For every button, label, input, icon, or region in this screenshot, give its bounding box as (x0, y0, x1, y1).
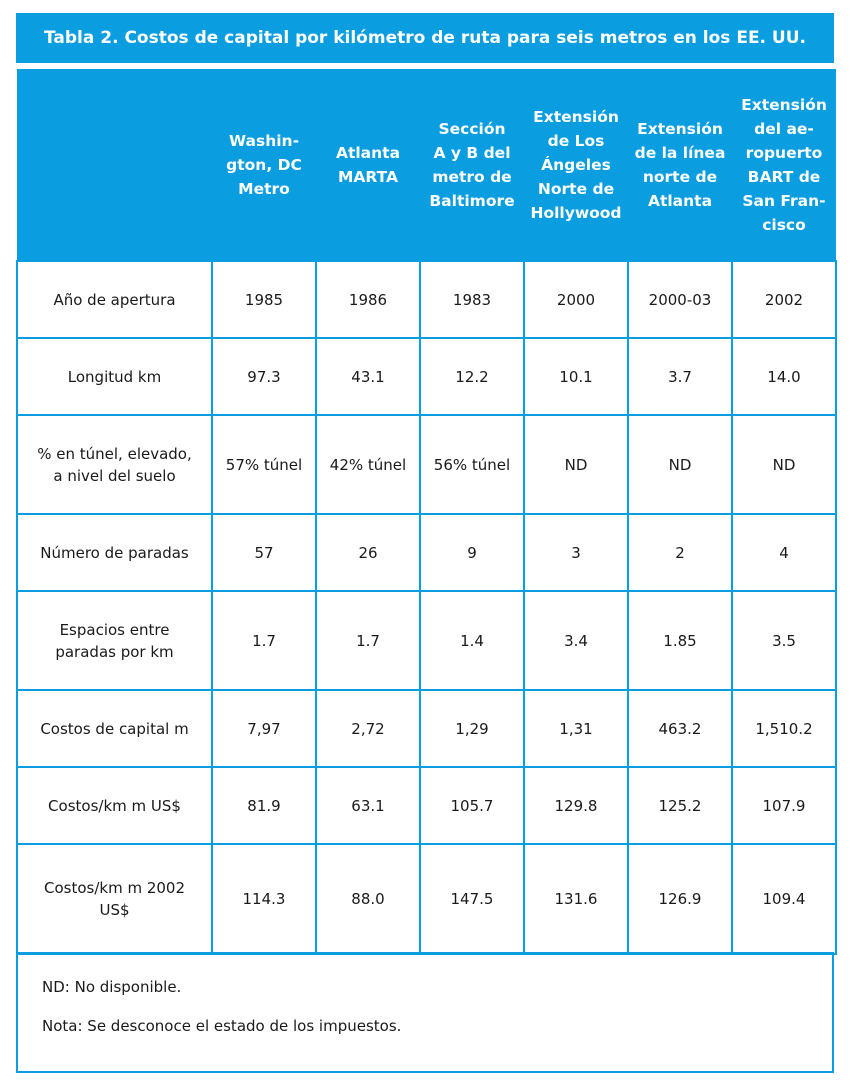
table-frame: Tabla 2. Costos de capital por kilómetro… (16, 13, 837, 1073)
table-cell: 3.5 (731, 590, 837, 691)
row-label: % en túnel, elevado, a nivel del suelo (16, 414, 213, 515)
row-label: Costos/km m US$ (16, 766, 213, 845)
table-cell: 43.1 (315, 337, 421, 416)
table-cell: 7,97 (211, 689, 317, 768)
table-cell: 1986 (315, 260, 421, 339)
table-row: Longitud km 97.3 43.1 12.2 10.1 3.7 14.0 (16, 337, 837, 416)
table-cell: 4 (731, 513, 837, 592)
table-cell: 14.0 (731, 337, 837, 416)
table-cell: 10.1 (523, 337, 629, 416)
table-cell: ND (731, 414, 837, 515)
table-cell: 1,31 (523, 689, 629, 768)
table-cell: 97.3 (211, 337, 317, 416)
table-cell: 1.7 (211, 590, 317, 691)
header-corner-cell (17, 69, 212, 261)
table-cell: 131.6 (523, 843, 629, 955)
table-row: Número de paradas 57 26 9 3 2 4 (16, 513, 837, 592)
table-cell: 2002 (731, 260, 837, 339)
table-title: Tabla 2. Costos de capital por kilómetro… (16, 13, 834, 63)
table-cell: 88.0 (315, 843, 421, 955)
column-header: Extensión del ae- ropuerto BART de San F… (732, 69, 836, 261)
title-divider (16, 63, 834, 69)
table-row: Año de apertura 1985 1986 1983 2000 2000… (16, 260, 837, 339)
table-cell: 63.1 (315, 766, 421, 845)
table-cell: 1985 (211, 260, 317, 339)
table-cell: 2000-03 (627, 260, 733, 339)
table-notes: ND: No disponible. Nota: Se desconoce el… (16, 952, 834, 1073)
header-row: Washin- gton, DC Metro Atlanta MARTA Sec… (17, 69, 836, 261)
table-cell: 1983 (419, 260, 525, 339)
column-header: Sección A y B del metro de Baltimore (420, 69, 524, 261)
table-cell: 81.9 (211, 766, 317, 845)
table-cell: 42% túnel (315, 414, 421, 515)
table-row: Costos/km m US$ 81.9 63.1 105.7 129.8 12… (16, 766, 837, 845)
table-cell: 107.9 (731, 766, 837, 845)
table-cell: ND (523, 414, 629, 515)
table-row: Espacios entre paradas por km 1.7 1.7 1.… (16, 590, 837, 691)
column-header: Extensión de Los Ángeles Norte de Hollyw… (524, 69, 628, 261)
table-cell: 105.7 (419, 766, 525, 845)
column-header: Washin- gton, DC Metro (212, 69, 316, 261)
table-cell: 26 (315, 513, 421, 592)
row-label: Costos/km m 2002 US$ (16, 843, 213, 955)
table-cell: 147.5 (419, 843, 525, 955)
table-cell: 56% túnel (419, 414, 525, 515)
table-cell: 2000 (523, 260, 629, 339)
table-cell: 3.7 (627, 337, 733, 416)
table-cell: 109.4 (731, 843, 837, 955)
note-abbreviation: ND: No disponible. (42, 978, 182, 996)
table-body: Año de apertura 1985 1986 1983 2000 2000… (16, 260, 837, 955)
column-header: Atlanta MARTA (316, 69, 420, 261)
row-label: Número de paradas (16, 513, 213, 592)
table-cell: 1.85 (627, 590, 733, 691)
table-cell: 126.9 (627, 843, 733, 955)
table-row: Costos de capital m 7,97 2,72 1,29 1,31 … (16, 689, 837, 768)
table-cell: 57% túnel (211, 414, 317, 515)
table-cell: ND (627, 414, 733, 515)
table-cell: 1.7 (315, 590, 421, 691)
table-cell: 129.8 (523, 766, 629, 845)
table-cell: 114.3 (211, 843, 317, 955)
table-cell: 57 (211, 513, 317, 592)
row-label: Espacios entre paradas por km (16, 590, 213, 691)
table-cell: 9 (419, 513, 525, 592)
table-cell: 12.2 (419, 337, 525, 416)
column-header: Extensión de la línea norte de Atlanta (628, 69, 732, 261)
table-cell: 463.2 (627, 689, 733, 768)
table-row: % en túnel, elevado, a nivel del suelo 5… (16, 414, 837, 515)
table-cell: 2 (627, 513, 733, 592)
row-label: Costos de capital m (16, 689, 213, 768)
row-label: Longitud km (16, 337, 213, 416)
table-cell: 2,72 (315, 689, 421, 768)
table-cell: 1,510.2 (731, 689, 837, 768)
table-cell: 1.4 (419, 590, 525, 691)
note-taxes: Nota: Se desconoce el estado de los impu… (42, 1017, 402, 1035)
table-cell: 125.2 (627, 766, 733, 845)
table-cell: 1,29 (419, 689, 525, 768)
table-header: Washin- gton, DC Metro Atlanta MARTA Sec… (17, 69, 836, 261)
table-cell: 3.4 (523, 590, 629, 691)
table-row: Costos/km m 2002 US$ 114.3 88.0 147.5 13… (16, 843, 837, 955)
data-table: Washin- gton, DC Metro Atlanta MARTA Sec… (16, 69, 837, 955)
row-label: Año de apertura (16, 260, 213, 339)
table-cell: 3 (523, 513, 629, 592)
